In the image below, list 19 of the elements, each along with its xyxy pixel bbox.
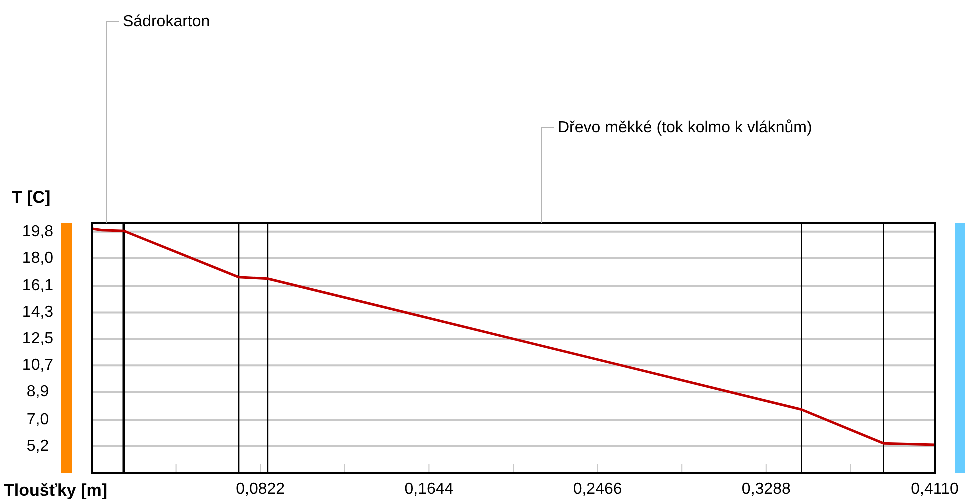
x-tick-label: 0,2466 xyxy=(573,481,622,498)
y-tick-label: 14,3 xyxy=(22,304,54,322)
x-tick-label: 0,1644 xyxy=(404,481,454,498)
text: Sádrokarton xyxy=(123,14,210,30)
y-tick-label: 5,2 xyxy=(26,438,50,456)
y-tick-label: 16,1 xyxy=(22,278,54,295)
y-tick-label: 18,0 xyxy=(22,250,54,267)
x-axis-title: Tloušťky [m] xyxy=(4,481,108,500)
x-tick-label: 0,4110 xyxy=(911,481,959,498)
line-series xyxy=(90,228,936,446)
y-tick-label: 8,9 xyxy=(26,384,50,401)
y-tick-label: 10,7 xyxy=(22,357,54,374)
x-tick-label: 0,0822 xyxy=(236,481,286,498)
y-tick-label: 12,5 xyxy=(22,330,54,348)
x-tick-label: 0,3288 xyxy=(742,481,791,498)
text: Dřevo měkké (tok kolmo k vláknům) xyxy=(558,120,812,136)
y-axis-title: T [C] xyxy=(12,188,51,207)
y-tick-label: 7,0 xyxy=(26,412,50,429)
y-tick-label: 19,8 xyxy=(22,223,54,240)
